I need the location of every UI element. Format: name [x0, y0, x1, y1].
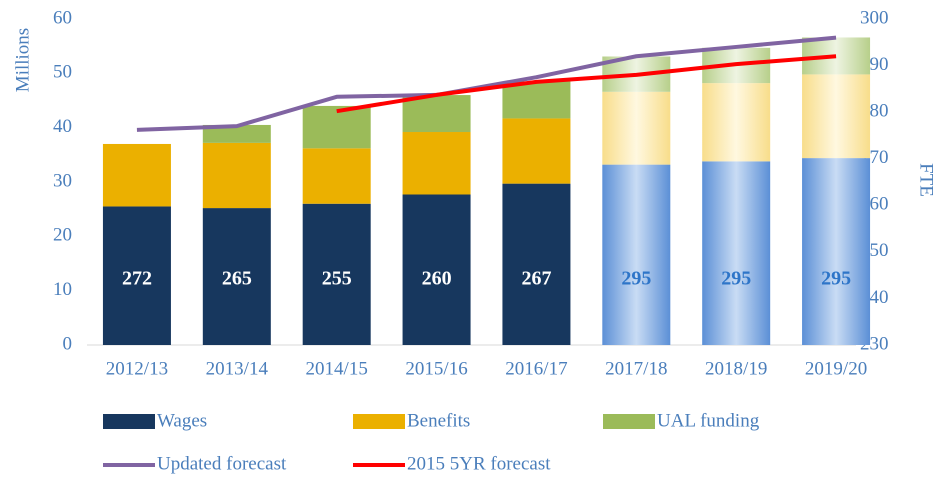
y-tick-label: 10 [53, 279, 72, 300]
y2-tick-label: 300 [860, 7, 889, 28]
forecast-line [136, 35, 837, 132]
bar-segment [802, 37, 871, 75]
legend-label: UAL funding [657, 410, 760, 431]
x-tick-label: 2019/20 [805, 358, 867, 379]
bar-segment [202, 208, 271, 345]
bar-label: 272 [122, 268, 152, 290]
bar-label: 265 [222, 268, 252, 290]
bar-segment [402, 95, 471, 133]
legend-label: Wages [157, 410, 207, 431]
y-tick-label: 60 [53, 7, 72, 28]
bar-segment [402, 132, 471, 195]
y-tick-label: 50 [53, 62, 72, 83]
bar-segment [302, 105, 371, 149]
y-tick-label: 20 [53, 225, 72, 246]
bar-segment [502, 81, 571, 119]
forecast-line [336, 54, 837, 114]
bar-segment [302, 203, 371, 345]
bar-segment [602, 164, 671, 345]
bar-segment [802, 158, 871, 345]
x-tick-label: 2016/17 [505, 358, 567, 379]
y-tick-label: 30 [53, 170, 72, 191]
bar-segment [602, 91, 671, 165]
bar-segment [702, 161, 771, 345]
y-tick-label: 0 [63, 333, 73, 354]
bar-segment [502, 183, 571, 345]
y-axis-title: Millions [12, 28, 33, 92]
x-tick-label: 2014/15 [306, 358, 368, 379]
bar-segment [402, 194, 471, 345]
legend-swatch [353, 414, 405, 429]
bar-segment [102, 206, 171, 345]
bar-segment [802, 74, 871, 159]
bar-label: 255 [322, 268, 352, 290]
bar-label: 267 [521, 268, 551, 290]
bar-segment [302, 148, 371, 204]
x-tick-label: 2015/16 [405, 358, 467, 379]
x-tick-label: 2012/13 [106, 358, 168, 379]
legend-label: Benefits [407, 410, 470, 431]
bar-label: 260 [422, 268, 452, 290]
bar-label: 295 [721, 268, 751, 290]
x-tick-label: 2018/19 [705, 358, 767, 379]
x-tick-label: 2017/18 [605, 358, 667, 379]
y2-axis-title: FTE [916, 163, 937, 197]
bar-label: 295 [621, 268, 651, 290]
bar-label: 295 [821, 268, 851, 290]
bar-segment [502, 118, 571, 184]
legend-label: 2015 5YR forecast [407, 453, 551, 474]
legend-swatch [103, 414, 155, 429]
bar-segment [202, 142, 271, 209]
bar-segment [702, 83, 771, 162]
bar-segment [202, 124, 271, 143]
legend-swatch [603, 414, 655, 429]
x-tick-label: 2013/14 [206, 358, 269, 379]
bar-segment [102, 143, 171, 207]
legend-label: Updated forecast [157, 453, 287, 474]
y-tick-label: 40 [53, 116, 72, 137]
